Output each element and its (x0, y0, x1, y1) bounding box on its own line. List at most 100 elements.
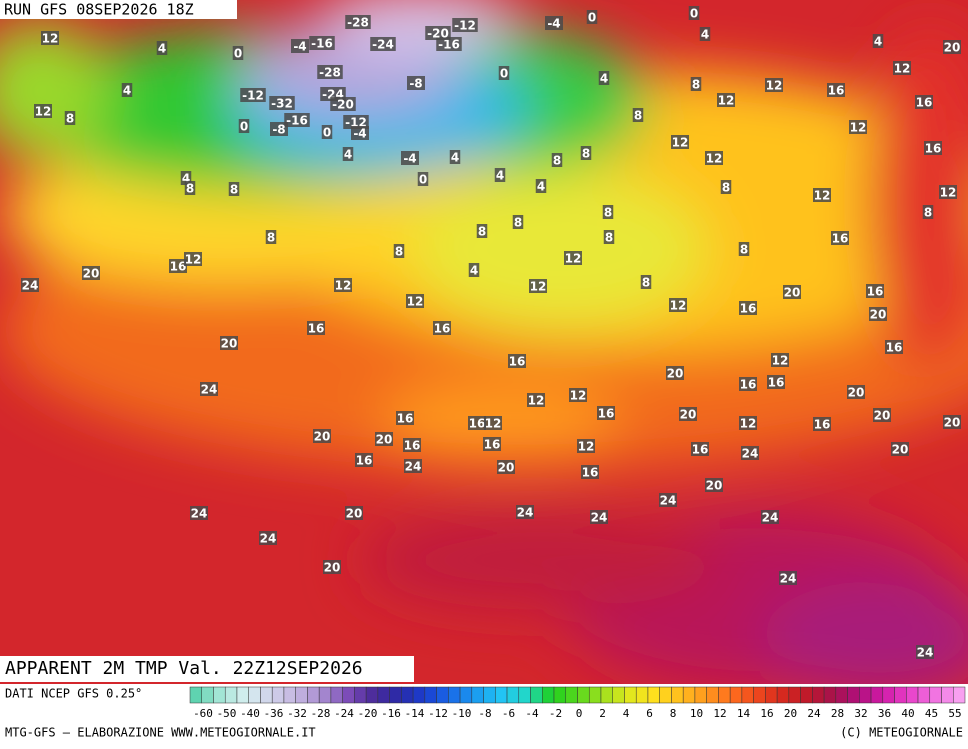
temp-label: 12 (185, 253, 202, 267)
temp-label: 4 (874, 35, 882, 49)
temp-label: 24 (201, 383, 218, 397)
temp-label: -16 (286, 114, 308, 128)
label-box (590, 510, 608, 524)
label-box (82, 266, 100, 280)
label-box (184, 181, 196, 195)
temp-label: -20 (427, 27, 449, 41)
label-box (827, 83, 845, 97)
temp-label: 8 (582, 147, 590, 161)
scale-swatch (929, 686, 942, 704)
label-box (527, 393, 545, 407)
label-box (659, 493, 677, 507)
scale-swatch (917, 686, 931, 704)
label-box (291, 39, 309, 53)
label-box (393, 244, 405, 258)
label-box (691, 442, 709, 456)
label-box (869, 307, 887, 321)
temp-label: 16 (509, 355, 526, 369)
temp-label: 24 (780, 572, 797, 586)
scale-swatch (213, 686, 226, 704)
temp-label: 0 (690, 7, 698, 21)
credit: MTG-GFS — ELABORAZIONE WWW.METEOGIORNALE… (5, 726, 316, 740)
scale-tick-label: 10 (690, 707, 703, 720)
temp-label: 12 (35, 105, 52, 119)
scale-tick-label: 6 (646, 707, 653, 720)
temp-label: 4 (537, 180, 545, 194)
scale-swatch (424, 686, 437, 704)
label-box (433, 321, 451, 335)
scale-swatch (248, 686, 261, 704)
label-box (577, 439, 595, 453)
temp-label: 12 (670, 299, 687, 313)
label-box (529, 279, 547, 293)
label-box (169, 259, 187, 273)
scale-tick-label: -8 (478, 707, 491, 720)
scale-swatch (659, 686, 672, 704)
temp-label: 16 (867, 285, 884, 299)
temp-label: 12 (718, 94, 735, 108)
label-box (309, 36, 335, 50)
label-box (483, 437, 501, 451)
label-box (741, 446, 759, 460)
temp-label: 12 (578, 440, 595, 454)
scale-tick-label: -10 (452, 707, 472, 720)
label-box (939, 185, 957, 199)
temp-label: -4 (547, 17, 560, 31)
scale-tick-label: 14 (737, 707, 751, 720)
scale-swatch (624, 686, 637, 704)
temp-label: 12 (740, 417, 757, 431)
header-box (0, 0, 237, 19)
label-box (866, 284, 884, 298)
label-box (739, 377, 757, 391)
scale-tick-label: -12 (428, 707, 448, 720)
temp-label: 8 (740, 243, 748, 257)
scale-swatch (224, 686, 238, 704)
scale-tick-label: 12 (713, 707, 726, 720)
temp-label: 4 (182, 172, 190, 186)
scale-swatch (565, 686, 578, 704)
scale-tick-label: -32 (287, 707, 307, 720)
label-box (240, 88, 266, 102)
scale-swatch (694, 686, 707, 704)
scale-swatch (635, 686, 649, 704)
temp-label: 4 (158, 42, 166, 56)
temp-label: 16 (434, 322, 451, 336)
temp-label: -4 (353, 127, 366, 141)
scale-tick-label: -14 (405, 707, 425, 720)
label-box (323, 560, 341, 574)
temp-label: 12 (407, 295, 424, 309)
scale-swatch (718, 686, 731, 704)
temp-label: 16 (469, 417, 486, 431)
label-box (765, 78, 783, 92)
scale-tick-label: -20 (358, 707, 378, 720)
scale-swatch (342, 686, 355, 704)
label-box (767, 375, 785, 389)
temp-label: 20 (784, 286, 801, 300)
temp-label: 12 (42, 32, 59, 46)
temp-label: 16 (356, 454, 373, 468)
scale-swatch (941, 686, 954, 704)
scale-swatch (776, 686, 790, 704)
label-box (497, 460, 515, 474)
label-box (317, 65, 343, 79)
temp-label: 8 (924, 206, 932, 220)
temp-label: 16 (397, 412, 414, 426)
temp-label: 16 (740, 378, 757, 392)
label-box (720, 180, 732, 194)
label-box (943, 415, 961, 429)
temp-label: 0 (588, 11, 596, 25)
scale-swatch (553, 686, 567, 704)
temp-label: 8 (267, 231, 275, 245)
temp-label: -28 (319, 66, 341, 80)
temp-label: -8 (272, 123, 285, 137)
label-box (436, 37, 462, 51)
label-box (41, 31, 59, 45)
scale-tick-label: 45 (925, 707, 938, 720)
scale-swatch (530, 686, 543, 704)
label-box (771, 353, 789, 367)
label-box (64, 111, 76, 125)
label-box (602, 205, 614, 219)
label-box (425, 26, 451, 40)
label-box (699, 27, 711, 41)
scale-tick-label: 16 (760, 707, 773, 720)
